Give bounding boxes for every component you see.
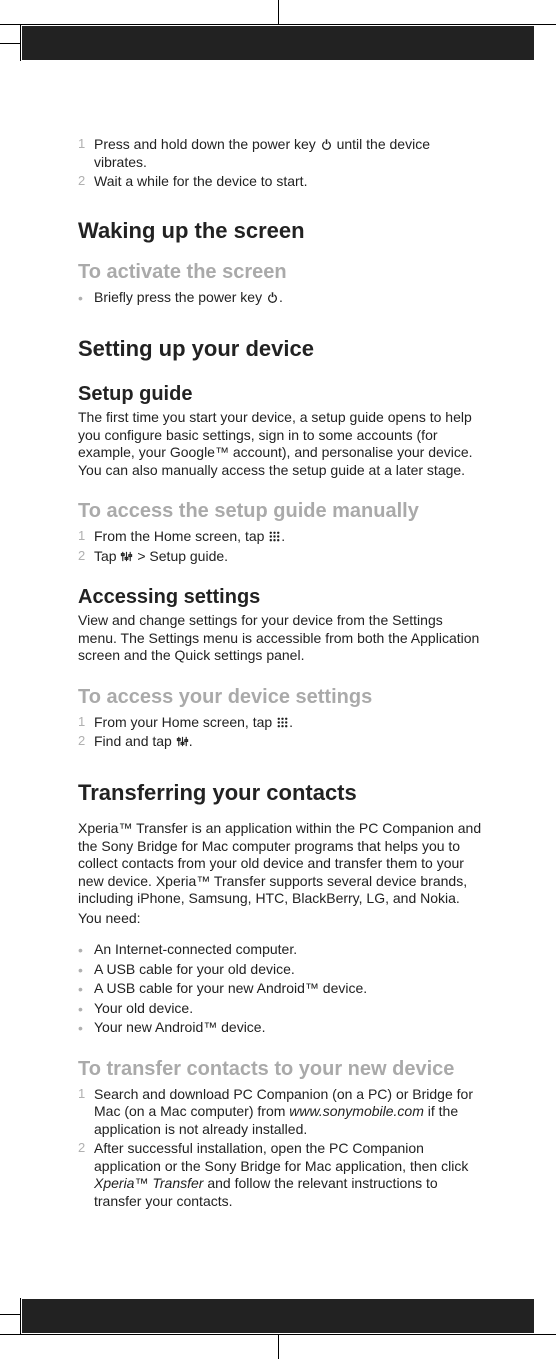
list-item: 1 From the Home screen, tap . [78,528,482,546]
text: > Setup guide. [133,548,228,564]
power-icon [266,291,279,304]
you-need: You need: [78,910,482,928]
need-text: Your new Android™ device. [94,1019,482,1037]
crop-mark [20,25,21,61]
power-icon [320,138,333,151]
page-top-bar [22,26,534,60]
subheading-activate: To activate the screen [78,260,482,285]
text: Briefly press the power key [94,289,266,305]
text: After successful installation, open the … [94,1140,468,1174]
list-item: 2 Find and tap . [78,733,482,751]
list-item: 1 Search and download PC Companion (on a… [78,1086,482,1139]
bullet: • [78,289,92,307]
step-text: Wait a while for the device to start. [94,173,482,191]
list-item: 2 After successful installation, open th… [78,1140,482,1210]
bullet: • [78,941,92,959]
list-item: •A USB cable for your old device. [78,961,482,979]
needs-list: •An Internet-connected computer. •A USB … [78,941,482,1037]
apps-icon [276,716,289,729]
list-item: •Your old device. [78,1000,482,1018]
list-item: •An Internet-connected computer. [78,941,482,959]
list-item: • Briefly press the power key . [78,289,482,307]
heading-waking: Waking up the screen [78,217,482,245]
crop-mark [278,1334,279,1359]
subheading-access-setup: To access the setup guide manually [78,499,482,524]
step-number: 1 [78,136,92,171]
step-text: Search and download PC Companion (on a P… [94,1086,482,1139]
heading-setting-up: Setting up your device [78,335,482,363]
setup-guide-body: The first time you start your device, a … [78,409,482,479]
access-device-steps: 1 From your Home screen, tap . 2 Find an… [78,714,482,751]
step-text: From the Home screen, tap . [94,528,482,546]
step-text: After successful installation, open the … [94,1140,482,1210]
step-text: Briefly press the power key . [94,289,482,307]
step-number: 2 [78,733,92,751]
text: From the Home screen, tap [94,528,268,544]
transfer-steps: 1 Search and download PC Companion (on a… [78,1086,482,1211]
settings-icon [176,735,189,748]
list-item: •Your new Android™ device. [78,1019,482,1037]
step-text: Press and hold down the power key until … [94,136,482,171]
heading-transferring: Transferring your contacts [78,779,482,807]
settings-icon [120,550,133,563]
text: . [281,528,285,544]
step-number: 2 [78,548,92,566]
access-setup-steps: 1 From the Home screen, tap . 2 Tap > Se… [78,528,482,565]
need-text: An Internet-connected computer. [94,941,482,959]
crop-mark [20,1298,21,1334]
text: . [189,733,193,749]
italic-text: Xperia™ Transfer [94,1175,203,1191]
crop-mark [0,1314,20,1315]
link-text: www.sonymobile.com [289,1103,424,1119]
need-text: Your old device. [94,1000,482,1018]
need-text: A USB cable for your new Android™ device… [94,980,482,998]
subheading-setup-guide: Setup guide [78,382,482,407]
step-number: 2 [78,173,92,191]
step-number: 1 [78,528,92,546]
step-number: 1 [78,714,92,732]
subheading-transfer-contacts: To transfer contacts to your new device [78,1057,482,1082]
list-item: 2 Tap > Setup guide. [78,548,482,566]
apps-icon [268,530,281,543]
activate-list: • Briefly press the power key . [78,289,482,307]
bullet: • [78,1019,92,1037]
step-text: From your Home screen, tap . [94,714,482,732]
page-content: 1 Press and hold down the power key unti… [78,136,482,1212]
text: . [289,714,293,730]
bullet: • [78,1000,92,1018]
step-number: 2 [78,1140,92,1210]
text: . [279,289,283,305]
bullet: • [78,980,92,998]
subheading-accessing-settings: Accessing settings [78,585,482,610]
page-bottom-bar [22,1299,534,1333]
crop-mark [278,0,279,25]
crop-mark [0,43,20,44]
transferring-body: Xperia™ Transfer is an application withi… [78,820,482,908]
step-number: 1 [78,1086,92,1139]
accessing-settings-body: View and change settings for your device… [78,612,482,665]
list-item: 1 From your Home screen, tap . [78,714,482,732]
start-steps: 1 Press and hold down the power key unti… [78,136,482,191]
text: Tap [94,548,120,564]
subheading-access-device: To access your device settings [78,685,482,710]
need-text: A USB cable for your old device. [94,961,482,979]
step-text: Tap > Setup guide. [94,548,482,566]
bullet: • [78,961,92,979]
step-text: Find and tap . [94,733,482,751]
list-item: 2 Wait a while for the device to start. [78,173,482,191]
list-item: 1 Press and hold down the power key unti… [78,136,482,171]
list-item: •A USB cable for your new Android™ devic… [78,980,482,998]
text: From your Home screen, tap [94,714,276,730]
text: Find and tap [94,733,176,749]
text: Press and hold down the power key [94,136,320,152]
